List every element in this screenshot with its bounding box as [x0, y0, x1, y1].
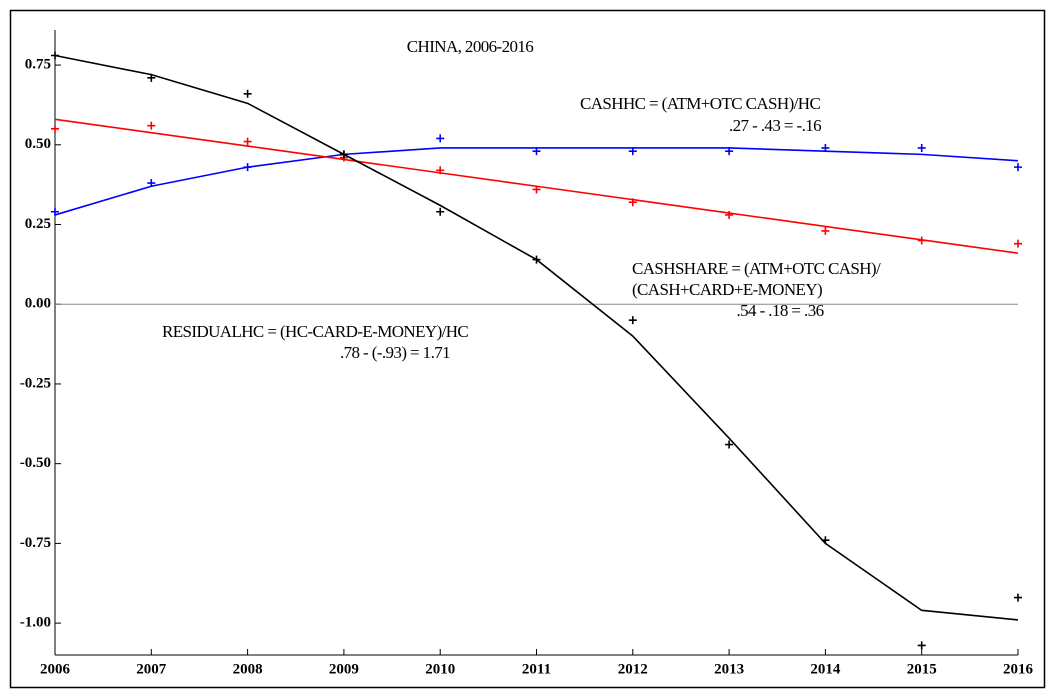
y-tick-label: 0.50	[25, 136, 51, 152]
point	[725, 210, 734, 219]
x-tick-label: 2008	[233, 661, 263, 677]
x-tick-label: 2011	[522, 661, 551, 677]
point	[436, 207, 445, 216]
point	[339, 150, 348, 159]
point	[51, 207, 59, 216]
x-tick-label: 2013	[714, 661, 744, 677]
x-tick-label: 2007	[136, 661, 167, 677]
y-tick-label: 0.25	[25, 216, 51, 232]
point	[628, 147, 637, 156]
point	[532, 185, 541, 194]
point	[436, 166, 445, 175]
x-tick-label: 2006	[40, 661, 71, 677]
point	[917, 143, 926, 152]
point	[147, 121, 156, 130]
point	[532, 147, 541, 156]
y-tick-label: 0.75	[25, 57, 51, 73]
x-tick-label: 2016	[1003, 661, 1034, 677]
fit-line	[54, 147, 1019, 216]
point	[243, 89, 252, 98]
point	[532, 255, 541, 264]
y-tick-label: -0.25	[20, 375, 51, 391]
y-tick-label: -1.00	[20, 615, 51, 631]
point	[628, 198, 637, 207]
point	[1014, 239, 1022, 248]
point	[1014, 163, 1022, 172]
annotation: .54 - .18 = .36	[737, 301, 824, 320]
chart-title: CHINA, 2006-2016	[407, 37, 533, 56]
annotation: .27 - .43 = -.16	[729, 116, 821, 135]
point	[917, 641, 926, 650]
x-tick-label: 2012	[618, 661, 648, 677]
point	[821, 536, 830, 545]
point	[1014, 593, 1022, 602]
annotation: RESIDUALHC = (HC-CARD-E-MONEY)/HC	[162, 322, 468, 341]
annotation: CASHHC = (ATM+OTC CASH)/HC	[580, 94, 820, 113]
point	[628, 316, 637, 325]
point	[821, 226, 830, 235]
point	[51, 124, 59, 133]
x-tick-label: 2014	[810, 661, 841, 677]
point	[147, 179, 156, 188]
point	[51, 51, 59, 60]
annotation: CASHSHARE = (ATM+OTC CASH)/	[632, 259, 881, 278]
point	[436, 134, 445, 143]
annotation: .78 - (-.93) = 1.71	[340, 343, 450, 362]
y-tick-label: 0.00	[25, 296, 51, 312]
point	[147, 73, 156, 82]
x-tick-label: 2010	[425, 661, 455, 677]
point	[243, 163, 252, 172]
point	[725, 147, 734, 156]
point	[243, 137, 252, 146]
frame	[9, 9, 1046, 689]
x-tick-label: 2009	[329, 661, 359, 677]
annotation: (CASH+CARD+E-MONEY)	[632, 280, 822, 299]
point	[917, 236, 926, 245]
point	[725, 440, 734, 449]
point	[821, 143, 830, 152]
x-tick-label: 2015	[907, 661, 937, 677]
y-tick-label: -0.50	[20, 455, 51, 471]
y-tick-label: -0.75	[20, 535, 51, 551]
